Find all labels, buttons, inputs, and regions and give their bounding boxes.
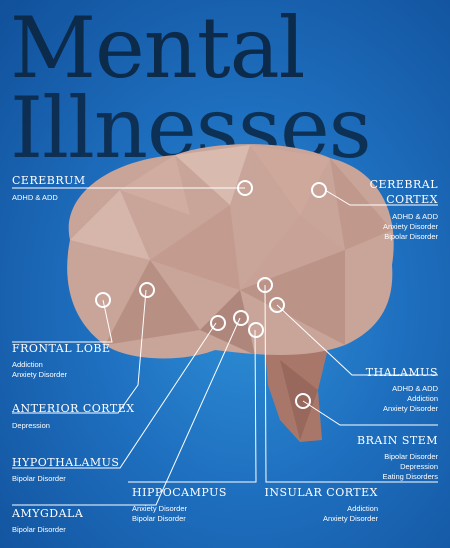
frontal-lobe-condition-2: Anxiety Disorder xyxy=(12,370,68,379)
hippocampus-name: HIPPOCAMPUS xyxy=(132,486,227,499)
hippocampus-condition-1: Anxiety Disorder xyxy=(132,504,188,513)
hippocampus-condition-2: Bipolar Disorder xyxy=(132,514,186,523)
insular-cortex-condition-1: Addiction xyxy=(347,504,378,513)
brain-stem-marker xyxy=(295,393,311,409)
label-thalamus: THALAMUS ADHD & ADD Addiction Anxiety Di… xyxy=(366,366,438,414)
thalamus-name: THALAMUS xyxy=(365,366,438,379)
cerebrum-marker xyxy=(237,180,253,196)
hypothalamus-condition-1: Bipolar Disorder xyxy=(12,474,66,483)
hypothalamus-marker xyxy=(210,315,226,331)
label-hypothalamus: HYPOTHALAMUS Bipolar Disorder xyxy=(12,456,119,484)
label-amygdala: AMYGDALA Bipolar Disorder xyxy=(12,507,83,535)
label-anterior-cortex: ANTERIOR CORTEX Depression xyxy=(12,402,135,431)
anterior-cortex-condition-1: Depression xyxy=(12,421,50,430)
thalamus-marker xyxy=(269,297,285,313)
brain-stem-condition-1: Bipolar Disorder xyxy=(384,452,438,461)
amygdala-name: AMYGDALA xyxy=(12,507,84,520)
cerebral-cortex-name-2: CORTEX xyxy=(386,193,438,206)
cerebral-cortex-condition-2: Anxiety Disorder xyxy=(382,222,438,231)
amygdala-marker xyxy=(233,310,249,326)
title-line-1: Mental xyxy=(10,0,306,97)
frontal-lobe-name: FRONTAL LOBE xyxy=(12,342,111,355)
cerebral-cortex-name-1: CEREBRAL xyxy=(369,178,438,191)
label-insular-cortex: INSULAR CORTEX Addiction Anxiety Disorde… xyxy=(264,486,378,524)
brain-stem-condition-3: Eating Disorders xyxy=(382,472,438,481)
frontal-lobe-marker xyxy=(95,292,111,308)
amygdala-condition-1: Bipolar Disorder xyxy=(12,525,66,534)
frontal-lobe-condition-1: Addiction xyxy=(12,360,43,369)
thalamus-condition-3: Anxiety Disorder xyxy=(382,404,438,413)
label-frontal-lobe: FRONTAL LOBE Addiction Anxiety Disorder xyxy=(12,342,110,380)
label-cerebral-cortex: CEREBRAL CORTEX ADHD & ADD Anxiety Disor… xyxy=(370,178,438,242)
anterior-cortex-marker xyxy=(139,282,155,298)
label-cerebrum: CEREBRUM ADHD & ADD xyxy=(12,174,86,203)
insular-cortex-condition-2: Anxiety Disorder xyxy=(322,514,378,523)
label-hippocampus: HIPPOCAMPUS Anxiety Disorder Bipolar Dis… xyxy=(132,486,227,524)
cerebral-cortex-condition-3: Bipolar Disorder xyxy=(384,232,438,241)
insular-cortex-marker xyxy=(257,277,273,293)
anterior-cortex-name: ANTERIOR CORTEX xyxy=(12,402,135,415)
region-markers xyxy=(95,180,327,409)
cerebral-cortex-marker xyxy=(311,182,327,198)
cerebral-cortex-condition-1: ADHD & ADD xyxy=(392,212,438,221)
cerebrum-name: CEREBRUM xyxy=(12,174,86,187)
label-brain-stem: BRAIN STEM Bipolar Disorder Depression E… xyxy=(357,434,438,482)
thalamus-condition-2: Addiction xyxy=(407,394,438,403)
hippocampus-marker xyxy=(248,322,264,338)
brain-stem-name: BRAIN STEM xyxy=(357,434,438,447)
leader-lines xyxy=(12,187,438,506)
thalamus-condition-1: ADHD & ADD xyxy=(392,384,438,393)
cerebrum-condition: ADHD & ADD xyxy=(12,193,58,202)
insular-cortex-name: INSULAR CORTEX xyxy=(264,486,378,499)
hypothalamus-name: HYPOTHALAMUS xyxy=(12,456,120,469)
brain-stem-condition-2: Depression xyxy=(400,462,438,471)
